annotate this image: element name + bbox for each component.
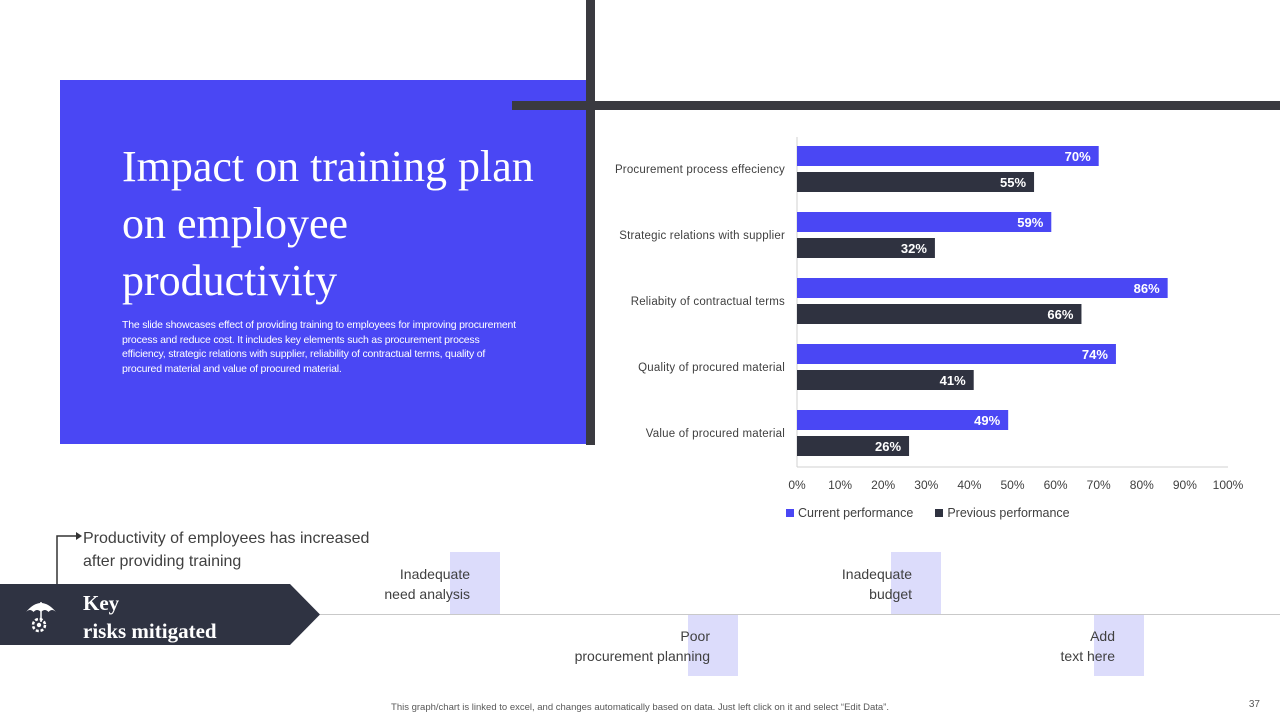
bar-previous (797, 172, 1035, 192)
footer-note: This graph/chart is linked to excel, and… (391, 702, 889, 713)
risk-marker-1 (450, 552, 500, 614)
data-label-previous: 66% (1047, 307, 1073, 322)
slide-title: Impact on training plan on employee prod… (122, 142, 534, 305)
umbrella-gear-icon (26, 602, 56, 633)
risk-label-2-line2: procurement planning (574, 647, 710, 664)
bar-current (797, 146, 1099, 166)
data-label-current: 74% (1082, 347, 1108, 362)
x-tick-label: 100% (1213, 478, 1244, 492)
key-risks-banner (0, 584, 320, 645)
horizontal-accent-bar (512, 101, 1280, 110)
bar-previous (797, 304, 1082, 324)
risk-label-2-line1: Poor (680, 628, 710, 644)
chart-legend: Current performance Previous performance (786, 506, 1070, 520)
risk-label-1: Inadequate need analysis (330, 565, 470, 604)
x-tick-label: 50% (1000, 478, 1024, 492)
data-label-previous: 32% (901, 241, 927, 256)
bar-current (797, 212, 1052, 232)
risk-marker-4 (1094, 615, 1144, 676)
risk-label-1-line1: Inadequate (399, 566, 470, 582)
x-tick-label: 10% (828, 478, 852, 492)
data-label-previous: 55% (1000, 175, 1026, 190)
bar-current (797, 278, 1168, 298)
x-tick-label: 40% (957, 478, 981, 492)
risk-label-3: Inadequate budget (772, 565, 912, 604)
bar-chart[interactable]: Procurement process effeciency 70% 55% Stra… (596, 120, 1280, 530)
timeline-line (320, 614, 1280, 615)
data-label-current: 49% (974, 413, 1000, 428)
title-panel (60, 80, 587, 444)
bar-current (797, 344, 1116, 364)
bar-current (797, 410, 1009, 430)
legend-item-current: Current performance (786, 506, 913, 520)
data-label-previous: 41% (940, 373, 966, 388)
category-label: Strategic relations with supplier (619, 230, 785, 242)
legend-swatch-previous (935, 509, 944, 517)
risk-label-4: Add text here (975, 627, 1115, 666)
vertical-accent-bar (586, 0, 595, 445)
x-tick-label: 60% (1044, 478, 1068, 492)
bar-previous (797, 370, 974, 390)
x-tick-label: 0% (788, 478, 806, 492)
risk-label-3-line1: Inadequate (841, 566, 912, 582)
page-number: 37 (1248, 699, 1260, 710)
category-label: Value of procured material (646, 428, 785, 440)
x-tick-label: 20% (871, 478, 895, 492)
risk-label-4-line2: text here (1060, 647, 1115, 664)
key-risks-line1: Key (83, 591, 120, 615)
key-risks-line2: risks mitigated (83, 619, 217, 643)
risk-label-1-line2: need analysis (384, 585, 470, 602)
arrow-right-icon (56, 532, 82, 585)
bar-previous (797, 238, 935, 258)
legend-label-current: Current performance (798, 506, 914, 520)
legend-swatch-current (786, 509, 794, 517)
x-tick-label: 90% (1173, 478, 1197, 492)
productivity-note: Productivity of employees has increased … (83, 530, 370, 570)
risk-label-2: Poor procurement planning (510, 627, 710, 666)
slide-description: The slide showcases effect of providing … (122, 319, 516, 375)
data-label-current: 59% (1017, 215, 1043, 230)
risk-label-3-line2: budget (869, 585, 912, 602)
risk-label-4-line1: Add (1090, 628, 1115, 644)
data-label-previous: 26% (875, 439, 901, 454)
category-label: Reliabity of contractual terms (631, 296, 785, 308)
data-label-current: 86% (1134, 281, 1160, 296)
key-risks-title: Key risks mitigated (83, 589, 217, 645)
risk-marker-2 (688, 615, 738, 676)
category-label: Procurement process effeciency (615, 164, 785, 176)
data-label-current: 70% (1065, 149, 1091, 164)
x-tick-label: 70% (1087, 478, 1111, 492)
legend-item-previous: Previous performance (935, 506, 1070, 520)
x-tick-label: 30% (914, 478, 938, 492)
category-label: Quality of procured material (638, 362, 785, 374)
bar-previous (797, 436, 910, 456)
risk-marker-3 (891, 552, 941, 614)
legend-label-previous: Previous performance (947, 506, 1070, 520)
x-tick-label: 80% (1130, 478, 1154, 492)
